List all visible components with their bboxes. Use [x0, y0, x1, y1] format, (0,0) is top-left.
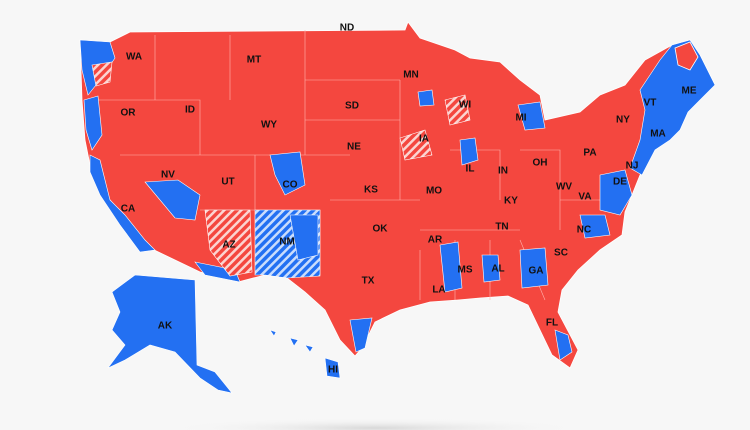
- state-label: VT: [644, 98, 657, 109]
- state-label: MO: [426, 186, 442, 197]
- state-label: WY: [261, 120, 277, 131]
- ia-hatch: [399, 129, 433, 161]
- state-label: AZ: [222, 240, 235, 251]
- state-label: MS: [458, 265, 473, 276]
- state-label: TX: [362, 276, 375, 287]
- state-label: WA: [126, 52, 142, 63]
- me-north: [674, 41, 699, 71]
- state-label: TN: [495, 222, 508, 233]
- ca-coast: [89, 154, 156, 253]
- state-label: MI: [515, 113, 526, 124]
- state-label: CO: [283, 180, 298, 191]
- state-label: SD: [345, 101, 359, 112]
- state-label: GA: [529, 266, 544, 277]
- or-coast: [83, 95, 103, 151]
- nv-south: [144, 179, 201, 221]
- state-label: NE: [347, 142, 361, 153]
- fl-south: [554, 329, 573, 361]
- state-label: IA: [419, 134, 429, 145]
- state-label: ID: [185, 105, 195, 116]
- state-label: UT: [221, 177, 234, 188]
- mn-metro: [417, 89, 435, 107]
- az-hatch: [204, 209, 253, 277]
- state-label: ND: [340, 23, 354, 34]
- nm-north: [289, 214, 319, 261]
- state-label: ME: [682, 86, 697, 97]
- tx-south: [349, 317, 373, 353]
- state-label: OK: [373, 224, 389, 235]
- state-label: FL: [546, 318, 558, 329]
- ms-delta: [439, 241, 463, 293]
- state-label: WV: [556, 182, 572, 193]
- state-label: AK: [158, 321, 173, 332]
- state-label: AL: [491, 264, 504, 275]
- state-label: WI: [459, 100, 471, 111]
- state-label: SC: [554, 248, 568, 259]
- northeast: [629, 39, 716, 176]
- state-label: KY: [504, 196, 518, 207]
- state-label: NM: [279, 237, 295, 248]
- al-black-belt: [481, 254, 501, 283]
- hawaii: [269, 329, 341, 379]
- state-label: PA: [583, 148, 596, 159]
- mid-atlantic: [599, 169, 633, 216]
- state-label: KS: [364, 185, 378, 196]
- state-label: IN: [498, 166, 508, 177]
- wa-hatch: [91, 61, 113, 87]
- wi-hatch: [444, 94, 471, 126]
- chicago: [459, 137, 479, 166]
- state-label: MN: [403, 70, 419, 81]
- shadow: [165, 418, 585, 430]
- state-label: NC: [577, 225, 591, 236]
- state-label: MA: [650, 129, 666, 140]
- state-label: MT: [247, 55, 261, 66]
- ga-atlanta: [519, 247, 549, 289]
- state-label: LA: [432, 285, 445, 296]
- state-label: NV: [161, 170, 175, 181]
- state-label: AR: [428, 235, 443, 246]
- state-label: OR: [121, 108, 137, 119]
- state-label: CA: [121, 204, 135, 215]
- state-label: IL: [466, 164, 475, 175]
- state-label: DE: [613, 177, 627, 188]
- state-label: NY: [616, 115, 630, 126]
- mi-detroit: [517, 101, 546, 131]
- state-label: NJ: [626, 161, 639, 172]
- ca-south: [194, 261, 241, 283]
- co-denver: [269, 151, 306, 196]
- state-label: OH: [533, 158, 548, 169]
- state-label: HI: [328, 365, 338, 376]
- state-label: VA: [578, 192, 591, 203]
- alaska: [107, 274, 233, 394]
- nc-coast: [579, 214, 611, 239]
